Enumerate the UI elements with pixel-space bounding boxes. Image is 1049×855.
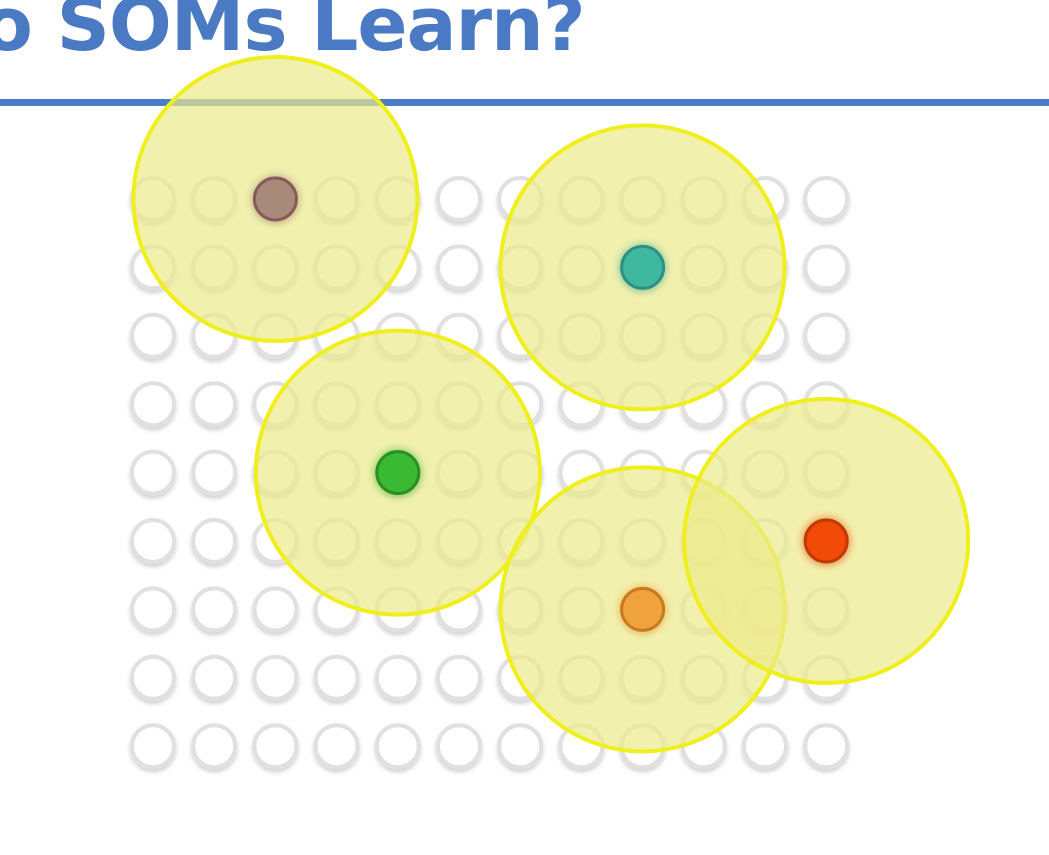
som-node [436, 723, 482, 770]
som-node [497, 723, 544, 770]
som-node [803, 244, 850, 291]
som-node [130, 654, 176, 701]
som-node [436, 654, 482, 701]
som-node [130, 586, 176, 633]
som-node [130, 381, 176, 428]
bmu-red-node [803, 518, 849, 564]
som-node [803, 723, 850, 770]
som-node [252, 654, 299, 701]
som-node [374, 723, 421, 770]
bmu-teal-node [620, 244, 666, 290]
som-node [436, 176, 482, 222]
som-node [313, 654, 360, 701]
som-node [252, 586, 299, 633]
som-node [191, 381, 238, 428]
som-node [191, 518, 238, 564]
som-node [191, 449, 238, 496]
som-node [191, 654, 238, 701]
som-node [252, 723, 299, 770]
som-node [803, 312, 850, 359]
title-rule [0, 99, 1049, 106]
bmu-brown-node [252, 176, 298, 222]
bmu-green-node [375, 450, 421, 496]
som-node [313, 723, 360, 770]
som-node [374, 654, 421, 701]
slide-title: o SOMs Learn? [0, 0, 586, 68]
bmu-orange-node [620, 586, 666, 632]
som-node [130, 518, 176, 564]
som-node [803, 176, 850, 222]
bmu-layer [251, 175, 851, 634]
som-node [191, 723, 238, 770]
som-node [191, 586, 238, 633]
som-node [130, 723, 176, 770]
som-node [130, 449, 176, 496]
som-node [742, 723, 788, 770]
som-node [130, 312, 176, 359]
som-node [436, 244, 482, 291]
